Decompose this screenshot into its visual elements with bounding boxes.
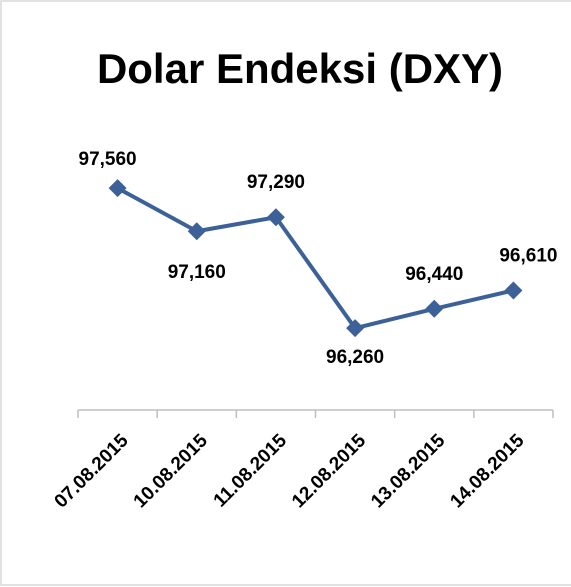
data-marker (346, 319, 365, 338)
data-marker (504, 281, 523, 300)
data-label: 97,160 (168, 262, 226, 283)
data-marker (187, 222, 206, 241)
data-line (116, 186, 514, 331)
data-label: 97,290 (247, 172, 305, 193)
chart-title: Dolar Endeksi (DXY) (97, 45, 503, 92)
data-label: 97,560 (79, 149, 137, 170)
data-label: 96,260 (326, 347, 384, 368)
data-label: 96,610 (499, 245, 557, 266)
data-label: 96,440 (405, 264, 463, 285)
data-marker (108, 179, 127, 198)
data-marker (266, 208, 285, 227)
data-marker (425, 299, 444, 318)
